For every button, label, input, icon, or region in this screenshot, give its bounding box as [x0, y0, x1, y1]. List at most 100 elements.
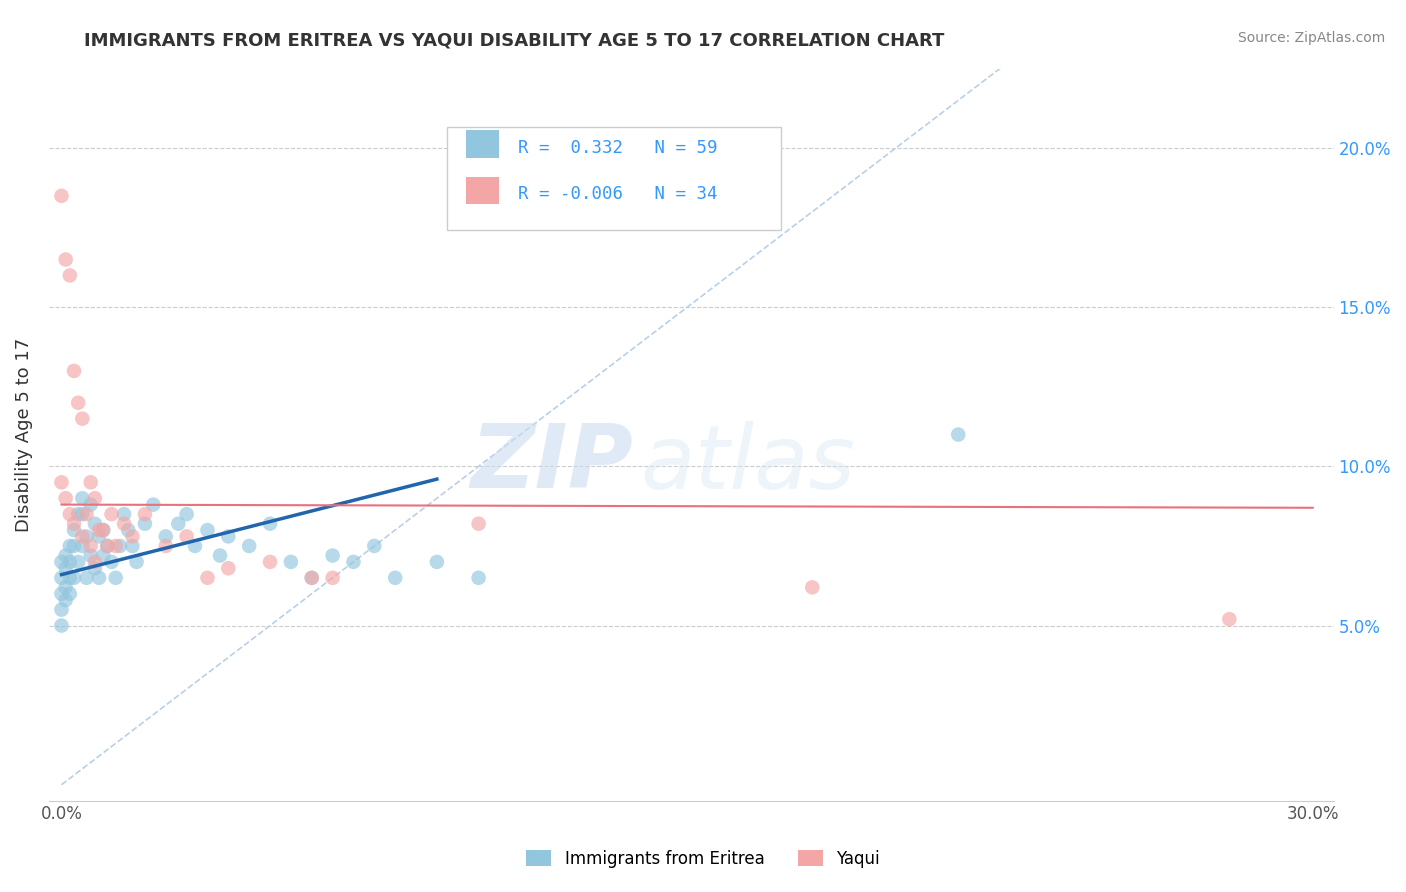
Point: [51, 587, 73, 601]
Point: [67, 396, 90, 410]
Point: [197, 571, 219, 585]
Point: [280, 555, 302, 569]
Point: [51, 189, 73, 203]
Point: [259, 555, 281, 569]
Point: [96, 539, 118, 553]
Point: [59, 507, 82, 521]
Point: [63, 539, 86, 553]
Point: [104, 571, 127, 585]
Bar: [467, 130, 499, 158]
Point: [112, 507, 135, 521]
Point: [217, 529, 239, 543]
Point: [208, 549, 231, 563]
Point: [467, 516, 489, 531]
Point: [76, 507, 98, 521]
Point: [59, 539, 82, 553]
Point: [117, 523, 139, 537]
Point: [59, 268, 82, 283]
Point: [112, 516, 135, 531]
Point: [55, 580, 77, 594]
Point: [134, 507, 156, 521]
Point: [63, 523, 86, 537]
Point: [72, 539, 94, 553]
Bar: [467, 177, 499, 204]
Text: IMMIGRANTS FROM ERITREA VS YAQUI DISABILITY AGE 5 TO 17 CORRELATION CHART: IMMIGRANTS FROM ERITREA VS YAQUI DISABIL…: [84, 31, 945, 49]
Text: atlas: atlas: [640, 421, 855, 507]
Point: [384, 571, 406, 585]
FancyBboxPatch shape: [447, 127, 782, 229]
Point: [322, 549, 344, 563]
Point: [197, 523, 219, 537]
Point: [79, 549, 101, 563]
Point: [79, 539, 101, 553]
Point: [184, 539, 207, 553]
Text: Source: ZipAtlas.com: Source: ZipAtlas.com: [1237, 31, 1385, 45]
Point: [96, 539, 118, 553]
Text: ZIP: ZIP: [471, 420, 634, 508]
Point: [55, 252, 77, 267]
Point: [322, 571, 344, 585]
Point: [55, 561, 77, 575]
Point: [167, 516, 190, 531]
Point: [121, 529, 143, 543]
Point: [342, 555, 364, 569]
Point: [55, 549, 77, 563]
Point: [51, 475, 73, 490]
Point: [155, 529, 177, 543]
Point: [301, 571, 323, 585]
Point: [176, 529, 198, 543]
Point: [63, 571, 86, 585]
Point: [87, 523, 110, 537]
Point: [176, 507, 198, 521]
Point: [87, 529, 110, 543]
Point: [91, 549, 114, 563]
Point: [87, 571, 110, 585]
Point: [67, 507, 90, 521]
Point: [59, 587, 82, 601]
Point: [91, 523, 114, 537]
Legend: Immigrants from Eritrea, Yaqui: Immigrants from Eritrea, Yaqui: [520, 844, 886, 875]
Point: [91, 523, 114, 537]
Point: [51, 555, 73, 569]
Point: [259, 516, 281, 531]
Point: [79, 498, 101, 512]
Point: [83, 561, 105, 575]
Point: [67, 555, 90, 569]
Point: [72, 491, 94, 506]
Point: [467, 571, 489, 585]
Text: R =  0.332   N = 59: R = 0.332 N = 59: [517, 138, 717, 157]
Point: [104, 539, 127, 553]
Point: [79, 475, 101, 490]
Point: [63, 516, 86, 531]
Y-axis label: Disability Age 5 to 17: Disability Age 5 to 17: [15, 337, 32, 532]
Point: [108, 539, 131, 553]
Point: [72, 507, 94, 521]
Point: [121, 539, 143, 553]
Point: [59, 571, 82, 585]
Point: [72, 529, 94, 543]
Point: [155, 539, 177, 553]
Point: [142, 498, 165, 512]
Point: [55, 593, 77, 607]
Point: [51, 618, 73, 632]
Point: [100, 507, 122, 521]
Point: [55, 491, 77, 506]
Point: [59, 555, 82, 569]
Point: [51, 571, 73, 585]
Point: [363, 539, 385, 553]
Point: [301, 571, 323, 585]
Point: [948, 427, 970, 442]
Point: [76, 571, 98, 585]
Point: [100, 555, 122, 569]
Point: [134, 516, 156, 531]
Point: [83, 555, 105, 569]
Point: [125, 555, 148, 569]
Point: [1218, 612, 1240, 626]
Point: [83, 516, 105, 531]
Point: [83, 491, 105, 506]
Point: [217, 561, 239, 575]
Point: [63, 364, 86, 378]
Point: [51, 602, 73, 616]
Point: [72, 411, 94, 425]
Text: R = -0.006   N = 34: R = -0.006 N = 34: [517, 185, 717, 202]
